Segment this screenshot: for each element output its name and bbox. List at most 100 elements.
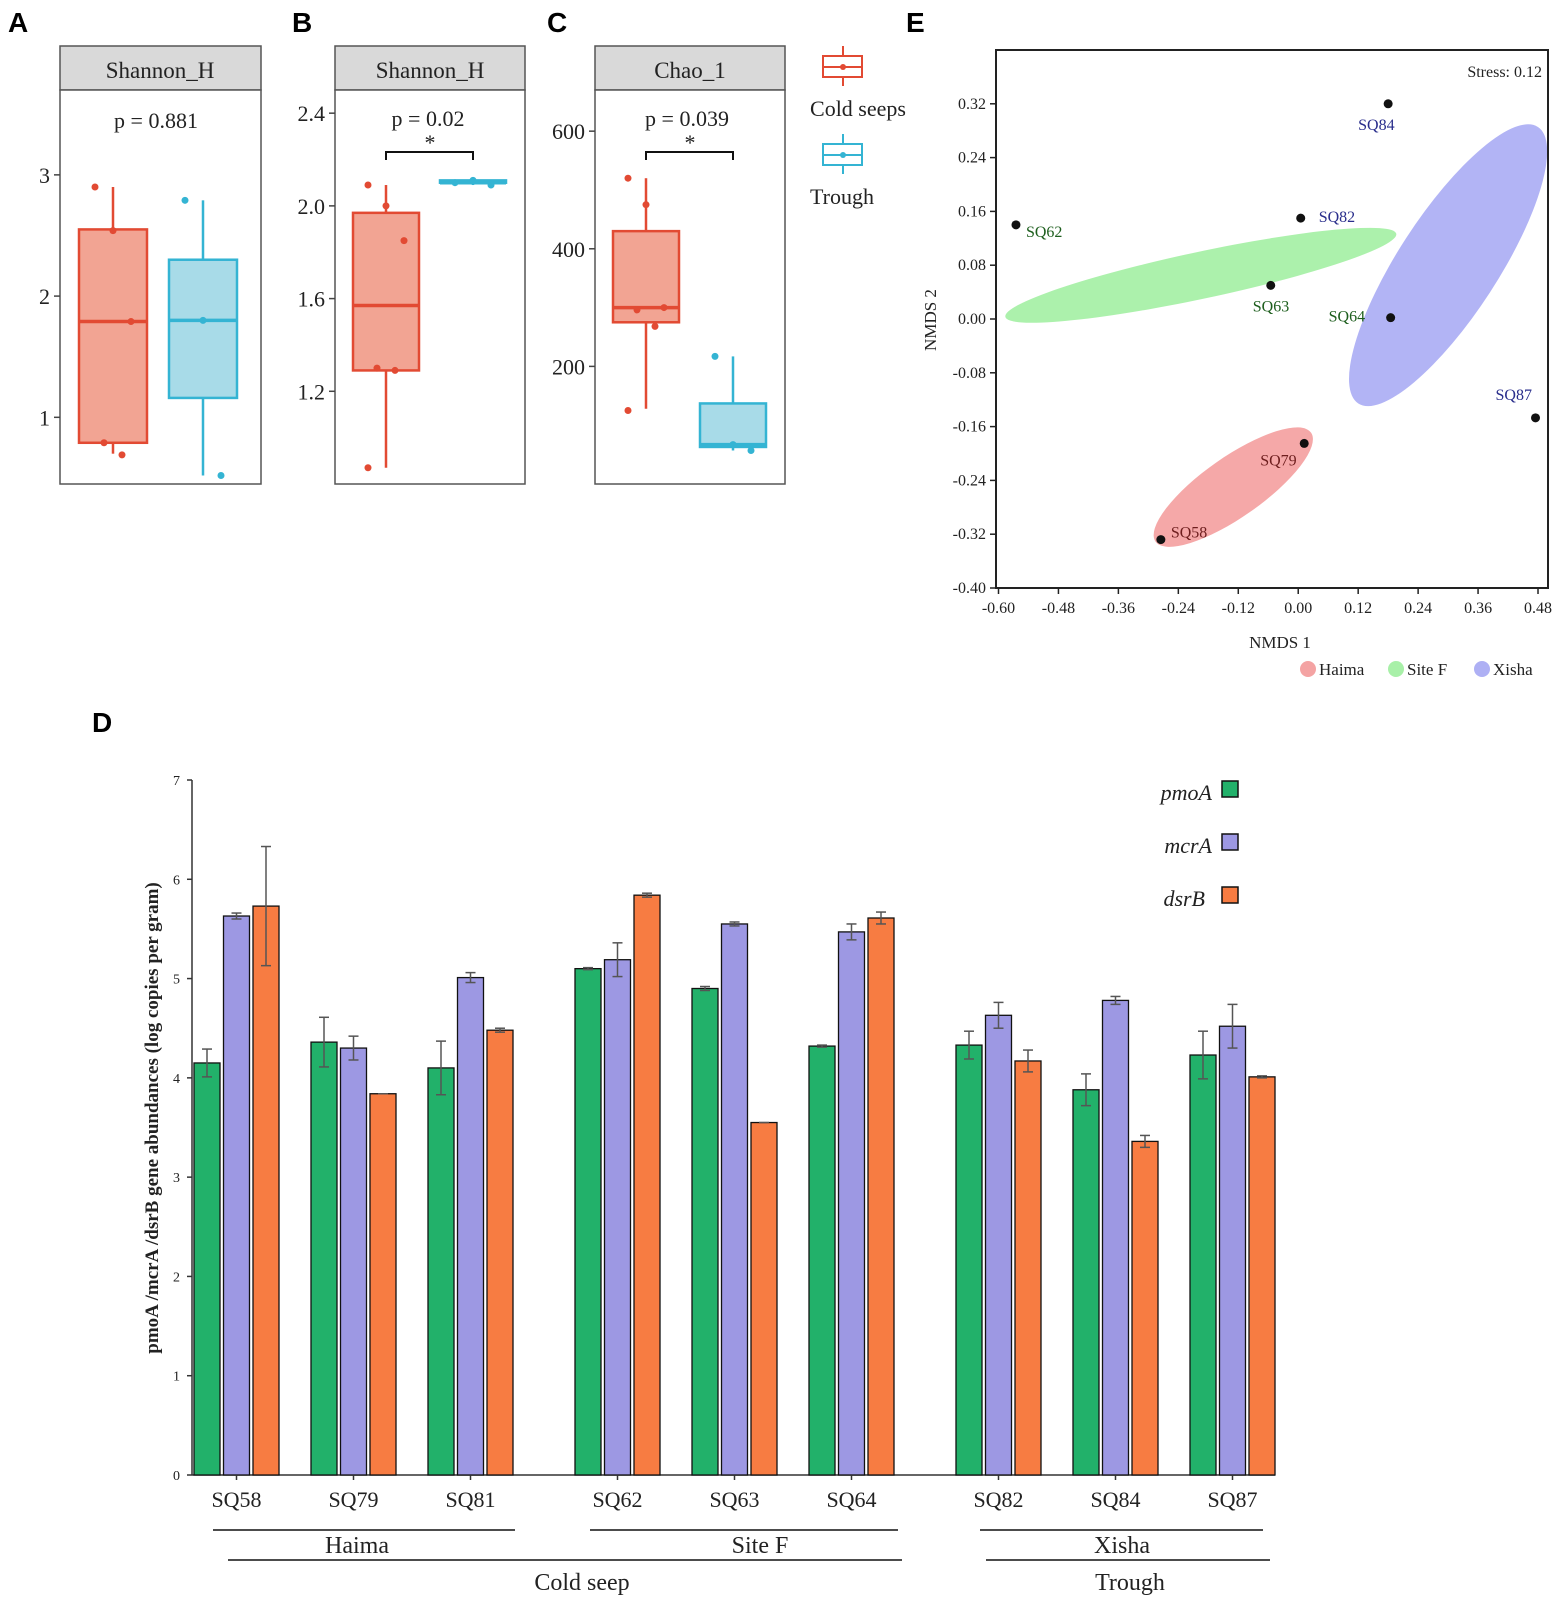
bar-pmoa-sq58 (193, 1062, 221, 1476)
sig-star-b: * (425, 130, 436, 155)
d-xtick-label: SQ87 (1207, 1487, 1257, 1512)
e-ytick-label: 0.24 (958, 150, 986, 167)
legend-cold-seeps: Cold seeps (810, 96, 906, 121)
d-label-xisha: Xisha (1094, 1533, 1150, 1559)
point-cold-seeps (642, 201, 650, 209)
d-xtick-label: SQ58 (211, 1487, 261, 1512)
bar-pmoa-sq81 (427, 1067, 455, 1476)
point-trough (711, 352, 719, 360)
d-label-trough: Trough (1095, 1570, 1165, 1596)
point-trough (469, 176, 477, 184)
ytick-label-a: 1 (39, 405, 50, 430)
bar-dsrb-sq64 (867, 917, 895, 1476)
point-cold-seeps (364, 464, 372, 472)
ytick-label-b: 2.0 (298, 194, 326, 219)
sig-bracket-c (645, 151, 734, 160)
legend-e-swatch-xisha (1474, 661, 1490, 677)
e-xtick-label: -0.60 (982, 600, 1015, 617)
e-xtick-label: 0.48 (1524, 600, 1552, 617)
point-cold-seeps (100, 439, 108, 447)
bar-pmoa-sq62 (574, 967, 602, 1476)
point-sq64 (1386, 313, 1396, 323)
strip-a (59, 45, 262, 91)
box-legend: Cold seeps Trough (810, 46, 906, 209)
bar-dsrb-sq62 (633, 894, 661, 1476)
legend-e-swatch-haima (1300, 661, 1316, 677)
strip-c (594, 45, 786, 91)
sig-bracket-b (385, 151, 474, 160)
e-xtick-label: 0.36 (1464, 600, 1492, 617)
label-sq63: SQ63 (1253, 298, 1289, 315)
point-cold-seeps (382, 202, 390, 210)
d-label-cold-seep: Cold seep (534, 1570, 629, 1596)
point-trough (199, 316, 207, 324)
ytick-label-b: 1.2 (298, 379, 326, 404)
bar-pmoa-sq87 (1189, 1054, 1217, 1476)
point-cold-seeps (109, 227, 117, 235)
box-trough (167, 258, 239, 400)
d-ytick-label: 4 (173, 1072, 180, 1087)
bar-mcra-sq62 (603, 959, 632, 1476)
point-cold-seeps (91, 183, 99, 191)
e-ytick-label: -0.32 (953, 526, 986, 543)
bar-mcra-sq63 (720, 923, 749, 1476)
point-cold-seeps (127, 318, 135, 326)
ytick-label-c: 200 (552, 354, 585, 379)
ytick-label-a: 3 (39, 163, 50, 188)
box-cold-seeps (77, 228, 149, 445)
panel-letter-b: B (292, 7, 312, 38)
nmds2-label: NMDS 2 (921, 289, 940, 351)
d-xtick-label: SQ64 (826, 1487, 876, 1512)
bar-dsrb-sq84 (1131, 1140, 1159, 1476)
bar-dsrb-sq58 (252, 905, 280, 1476)
point-cold-seeps (373, 364, 381, 372)
panel-letter-a: A (8, 7, 28, 38)
bar-mcra-sq82 (984, 1014, 1013, 1476)
bar-mcra-sq79 (339, 1047, 368, 1476)
bar-dsrb-sq81 (486, 1029, 514, 1476)
d-label-haima: Haima (325, 1533, 389, 1559)
panel-c: Chao_1 p = 0.039 * 200 400 600 (552, 45, 786, 485)
e-xtick-label: -0.24 (1162, 600, 1195, 617)
d-ytick-label: 5 (173, 973, 180, 988)
box-trough (698, 402, 768, 449)
strip-c-label: Chao_1 (654, 58, 726, 83)
ytick-label-c: 600 (552, 119, 585, 144)
panel-letter-c: C (547, 7, 567, 38)
e-ytick-label: 0.00 (958, 311, 986, 328)
d-ytick-label: 3 (173, 1171, 180, 1186)
point-trough (747, 446, 755, 454)
d-ytick-label: 7 (173, 774, 180, 789)
legend-trough: Trough (810, 184, 874, 209)
point-sq87 (1531, 413, 1541, 423)
legend-key-trough (822, 134, 863, 174)
e-xtick-label: -0.48 (1042, 600, 1075, 617)
bar-dsrb-sq87 (1248, 1076, 1276, 1476)
bar-mcra-sq64 (837, 931, 866, 1476)
label-sq62: SQ62 (1026, 224, 1062, 241)
ellipse-xisha (1349, 124, 1548, 407)
point-sq79 (1299, 438, 1309, 448)
bar-mcra-sq87 (1218, 1025, 1247, 1476)
point-cold-seeps (633, 306, 641, 314)
ellipse-haima (1153, 427, 1313, 547)
d-legend: pmoA mcrA dsrB (1159, 780, 1239, 911)
stress-label: Stress: 0.12 (1467, 64, 1542, 81)
point-sq62 (1011, 220, 1021, 230)
ytick-label-b: 2.4 (298, 101, 326, 126)
legend-e-sitef: Site F (1407, 660, 1447, 679)
bar-pmoa-sq63 (691, 987, 719, 1476)
point-sq82 (1296, 213, 1306, 223)
d-xtick-label: SQ63 (709, 1487, 759, 1512)
panel-a: Shannon_H p = 0.881 1 2 3 (39, 45, 262, 485)
point-cold-seeps (391, 366, 399, 374)
strip-b-label: Shannon_H (376, 58, 485, 83)
nmds1-label: NMDS 1 (1249, 633, 1311, 652)
bar-dsrb-sq63 (750, 1121, 778, 1476)
panel-b: Shannon_H p = 0.02 * 1.2 1.6 2.0 2.4 (298, 45, 526, 485)
legend-e-swatch-sitef (1388, 661, 1404, 677)
d-ytick-label: 2 (173, 1270, 180, 1285)
bar-mcra-sq81 (456, 976, 485, 1476)
d-xtick-label: SQ79 (328, 1487, 378, 1512)
